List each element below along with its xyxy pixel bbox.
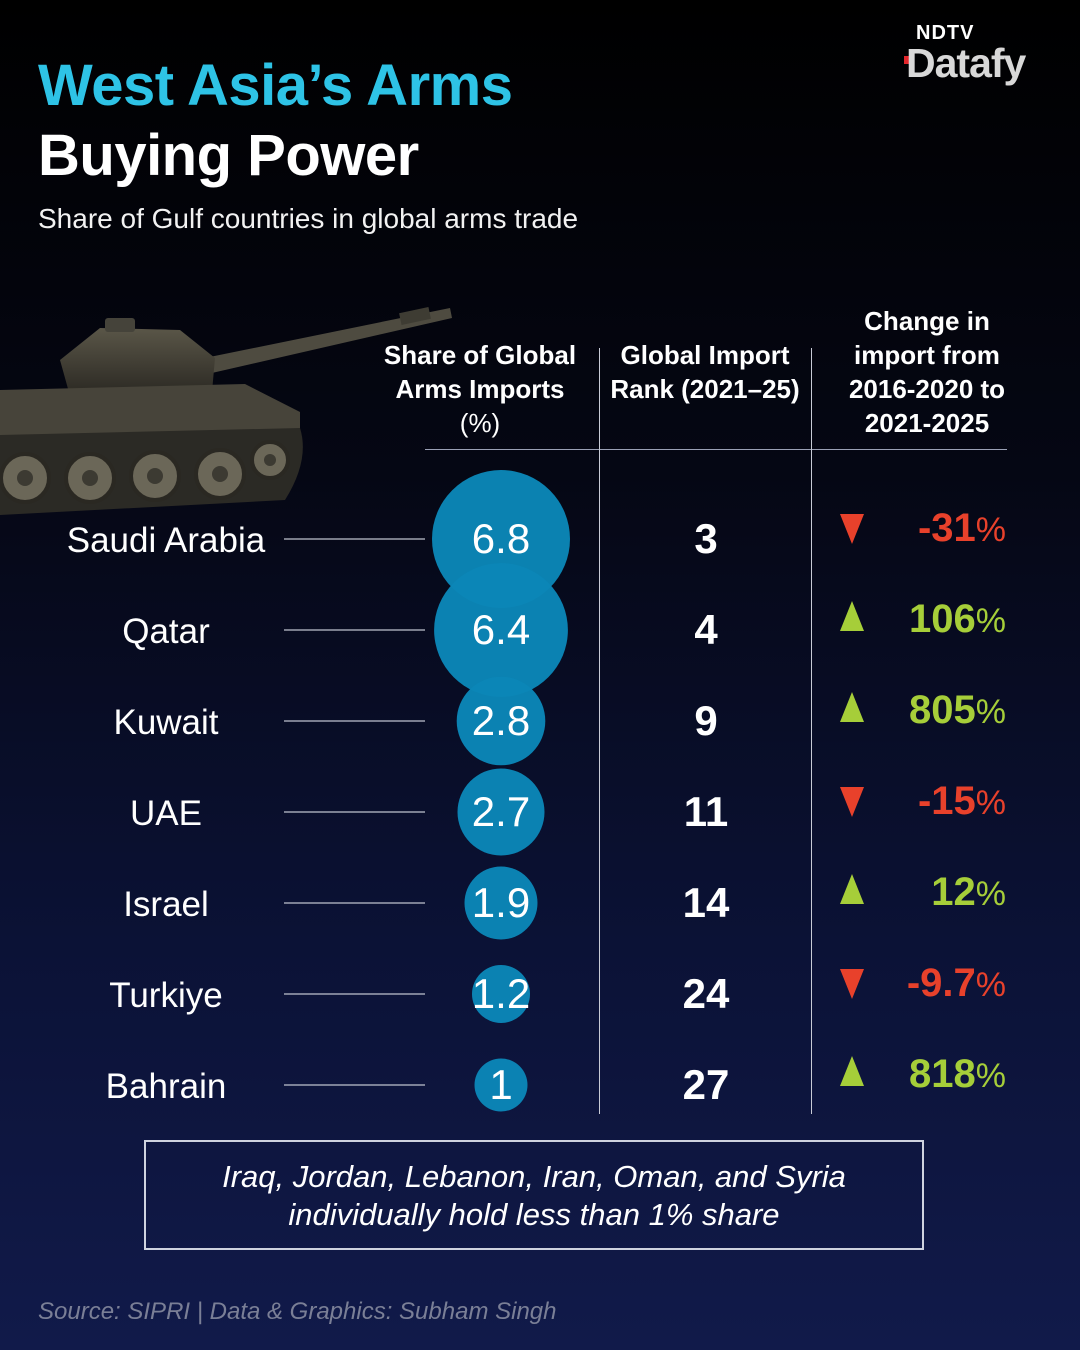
country-label-turkiye: Turkiye [109,976,222,1015]
down-arrow-icon-saudi-arabia [840,514,864,544]
share-bubble-uae [457,768,545,856]
column-header-change: Change in import from 2016-2020 to 2021-… [848,306,1006,438]
ndtv-datafy-logo: NDTV Datafy [900,22,1070,92]
share-value-kuwait: 2.8 [472,697,530,744]
up-arrow-icon-israel [840,874,864,904]
share-value-bahrain: 1 [489,1061,512,1108]
share-value-uae: 2.7 [472,788,530,835]
logo-mark-icon [904,56,912,64]
share-bubble-turkiye [472,965,530,1023]
change-value-uae: -15% [918,779,1006,823]
change-value-bahrain: 818% [909,1052,1006,1096]
country-label-uae: UAE [130,794,202,833]
rank-value-qatar: 4 [694,606,718,653]
footnote-text: Iraq, Jordan, Lebanon, Iran, Oman, and S… [222,1159,846,1232]
country-label-kuwait: Kuwait [113,703,218,742]
title-line-2: Buying Power [38,123,419,188]
share-header-label: Share of Global Arms Imports [383,340,577,404]
rank-value-uae: 11 [684,788,728,835]
share-bubble-bahrain [474,1058,528,1112]
country-label-bahrain: Bahrain [106,1067,227,1106]
share-value-saudi-arabia: 6.8 [472,515,530,562]
country-label-israel: Israel [123,885,209,924]
up-arrow-icon-kuwait [840,692,864,722]
rank-value-turkiye: 24 [683,970,730,1017]
rank-value-israel: 14 [683,879,730,926]
share-value-turkiye: 1.2 [472,970,530,1017]
text-layer: Saudi Arabia 6.8 3 -31% Qatar 6.4 4 106% Kuwait 2… [67,506,1006,1108]
header-divider [425,449,1007,450]
rank-value-kuwait: 9 [694,697,717,744]
share-value-qatar: 6.4 [472,606,530,653]
change-value-qatar: 106% [909,597,1006,641]
logo-brand: NDTV [916,22,975,44]
share-header-unit: (%) [459,408,501,438]
change-value-turkiye: -9.7% [907,961,1006,1005]
bubble-layer [432,470,570,1112]
share-bubble-qatar [434,563,568,697]
footnote-box: Iraq, Jordan, Lebanon, Iran, Oman, and S… [144,1140,924,1250]
up-arrow-icon-bahrain [840,1056,864,1086]
change-value-kuwait: 805% [909,688,1006,732]
change-value-saudi-arabia: -31% [918,506,1006,550]
country-label-saudi-arabia: Saudi Arabia [67,521,266,560]
title-line-1: West Asia’s Arms [38,53,513,118]
down-arrow-icon-uae [840,787,864,817]
column-header-share: Share of Global Arms Imports (%) [380,338,580,440]
share-value-israel: 1.9 [472,879,530,926]
rank-value-bahrain: 27 [683,1061,730,1108]
country-label-qatar: Qatar [122,612,210,651]
source-credit: Source: SIPRI | Data & Graphics: Subham … [38,1298,557,1325]
share-bubble-kuwait [456,676,546,766]
change-value-israel: 12% [931,870,1006,914]
column-divider-2 [811,348,812,1114]
down-arrow-icon-turkiye [840,969,864,999]
rank-value-saudi-arabia: 3 [694,515,717,562]
column-header-rank: Global Import Rank (2021–25) [610,340,800,404]
share-bubble-israel [464,866,538,940]
column-divider-1 [599,348,600,1114]
tank-illustration-icon [0,307,452,515]
up-arrow-icon-qatar [840,601,864,631]
logo-product: Datafy [906,40,1026,86]
subtitle: Share of Gulf countries in global arms t… [38,203,579,234]
